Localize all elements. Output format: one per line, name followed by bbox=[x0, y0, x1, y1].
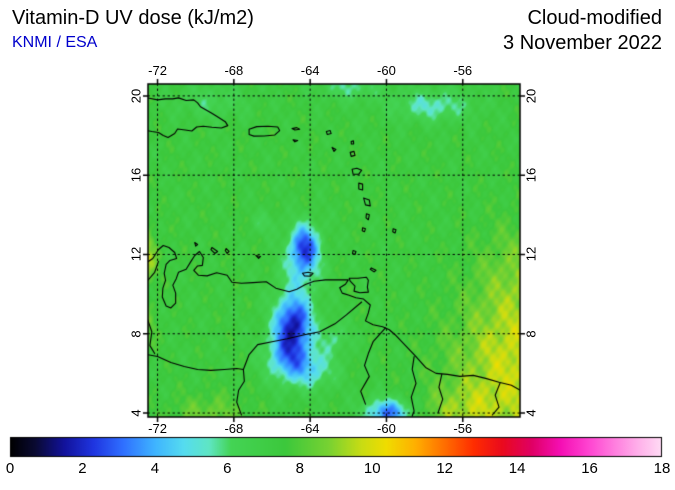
page-title: Vitamin-D UV dose (kJ/m2) bbox=[12, 7, 254, 29]
product-mode: Cloud-modified bbox=[527, 7, 662, 29]
product-date: 3 November 2022 bbox=[503, 32, 662, 54]
source-credit: KNMI / ESA bbox=[12, 34, 98, 51]
